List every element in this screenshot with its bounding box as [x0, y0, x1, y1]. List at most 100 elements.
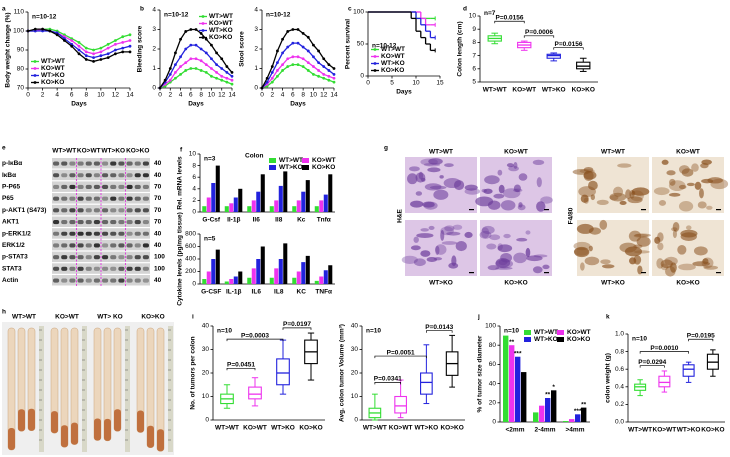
blot-band: [102, 255, 109, 260]
point: [84, 46, 88, 50]
photo-label: KO>WT: [55, 314, 79, 321]
bar: [278, 185, 283, 212]
y-tick-label: 30: [202, 346, 210, 353]
x-tick-label: KO>WT: [243, 425, 267, 432]
blot-band: [134, 161, 141, 166]
blot-band: [142, 196, 149, 201]
point: [210, 57, 213, 61]
bar: [545, 398, 551, 422]
sample-size: n=10: [504, 328, 519, 335]
tissue-texture: [448, 262, 459, 269]
colon-distal: [157, 429, 164, 452]
blot-band: [53, 278, 60, 283]
blot-band: [85, 255, 92, 260]
blot-band: [102, 161, 109, 166]
x-tick-label: 10: [97, 92, 105, 99]
tissue-texture: [513, 162, 518, 169]
tissue-texture: [410, 245, 421, 251]
blot-row-label: p-IκBα: [2, 160, 22, 167]
tissue-texture: [703, 265, 718, 270]
blot-band: [85, 184, 92, 190]
y-tick-label: 50: [357, 41, 365, 48]
x-tick-label: 10: [412, 80, 420, 87]
blot-kda: 70: [154, 195, 162, 202]
blot-band: [61, 161, 68, 166]
point: [312, 72, 315, 76]
photo-label: WT>WT: [12, 314, 36, 321]
x-tick-label: Kc: [297, 217, 306, 224]
point: [179, 55, 182, 59]
point: [260, 86, 264, 90]
point: [281, 51, 284, 55]
blot-band: [61, 266, 68, 271]
point: [312, 65, 315, 68]
x-axis-title: Days: [188, 101, 204, 108]
ruler: [82, 326, 87, 452]
panel-label: h: [2, 309, 6, 316]
blot-band: [93, 266, 100, 271]
x-tick-label: 8: [301, 92, 305, 99]
blot-band: [69, 173, 76, 178]
point: [92, 48, 95, 52]
bar: [314, 280, 319, 284]
blot-band: [126, 196, 133, 201]
tissue-texture: [590, 194, 595, 201]
y-axis-title: No. of tumors per colon: [190, 336, 197, 409]
panel-label: e: [2, 145, 6, 152]
blot-band: [69, 278, 76, 283]
point: [230, 82, 234, 86]
point: [106, 52, 110, 56]
x-tick-label: 12: [218, 92, 226, 99]
tissue-texture: [601, 264, 615, 269]
colon: [113, 327, 122, 432]
blot-band: [102, 243, 109, 248]
blot-row-label: AKT1: [2, 219, 19, 226]
point: [276, 61, 279, 65]
y-tick-label: 20: [202, 370, 210, 377]
blot-band: [134, 220, 141, 225]
bar: [256, 259, 261, 284]
point: [317, 49, 320, 53]
bar: [202, 279, 207, 284]
point: [215, 63, 218, 66]
x-tick-label: WT>WT: [628, 427, 652, 434]
bracket: [374, 382, 401, 385]
panel-label: d: [463, 6, 467, 13]
legend-swatch: [524, 330, 531, 335]
x-tick-label: 15: [436, 80, 444, 87]
tissue-texture: [453, 180, 465, 191]
y-tick-label: 3: [254, 26, 258, 33]
point: [128, 33, 132, 37]
point: [114, 42, 117, 46]
blot-band: [118, 184, 125, 190]
y-tick-label: 80: [17, 66, 25, 73]
blot-band: [126, 184, 133, 190]
point: [296, 55, 300, 59]
blot-kda: 40: [154, 277, 162, 284]
blot-band: [53, 255, 60, 260]
tissue-texture: [613, 186, 624, 197]
blot-kda: 70: [154, 207, 162, 214]
point: [174, 71, 177, 74]
x-tick-label: WT>WT: [215, 425, 239, 432]
colon-distal: [147, 425, 154, 448]
micrograph-label: KO>WT: [676, 149, 700, 156]
blot-band: [134, 255, 141, 260]
tissue-texture: [609, 194, 619, 201]
point: [322, 76, 326, 80]
tissue-texture: [464, 231, 473, 239]
blot-band: [85, 220, 92, 225]
blot-band: [134, 173, 141, 178]
tissue-texture: [441, 241, 458, 245]
y-tick-label: 0: [152, 85, 156, 92]
point: [99, 50, 103, 54]
bar: [323, 270, 328, 284]
point: [220, 78, 224, 82]
y-tick-label: 5: [472, 79, 476, 86]
legend-label: WT>WT: [209, 13, 233, 20]
y-tick-label: 600: [185, 243, 196, 250]
point: [276, 49, 279, 53]
blot-strip: [52, 275, 150, 286]
micrograph-label: WT>WT: [429, 149, 453, 156]
bar: [224, 281, 229, 284]
